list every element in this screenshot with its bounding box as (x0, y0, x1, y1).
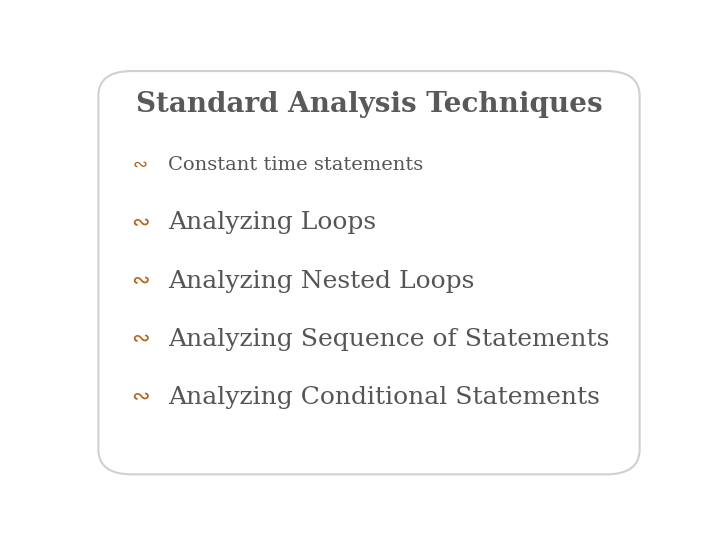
Text: Constant time statements: Constant time statements (168, 156, 423, 173)
Text: Standard Analysis Techniques: Standard Analysis Techniques (135, 91, 603, 118)
Text: Analyzing Nested Loops: Analyzing Nested Loops (168, 269, 474, 293)
FancyBboxPatch shape (99, 71, 639, 474)
Text: Analyzing Loops: Analyzing Loops (168, 211, 377, 234)
Text: ∾: ∾ (131, 271, 150, 291)
Text: ∾: ∾ (131, 329, 150, 349)
Text: ∾: ∾ (131, 213, 150, 233)
Text: ∾: ∾ (132, 156, 148, 173)
Text: Analyzing Sequence of Statements: Analyzing Sequence of Statements (168, 328, 610, 350)
Text: Analyzing Conditional Statements: Analyzing Conditional Statements (168, 386, 600, 409)
Text: ∾: ∾ (131, 387, 150, 408)
